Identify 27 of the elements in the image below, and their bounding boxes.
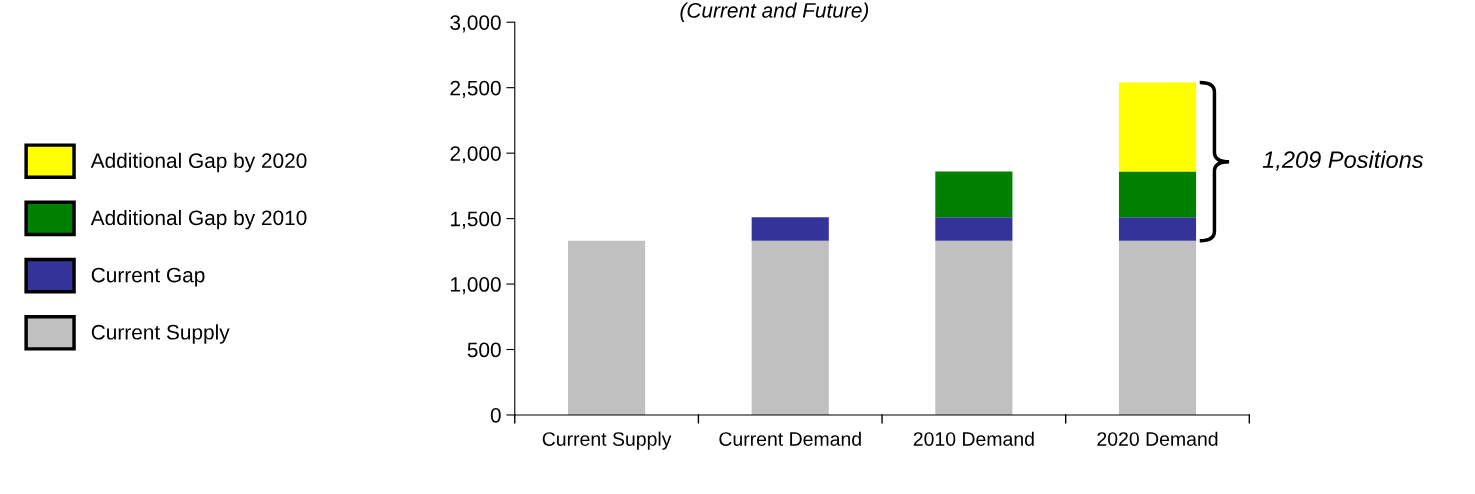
bar: [935, 171, 1013, 218]
bar: [568, 240, 646, 415]
legend-label: Additional Gap by 2020: [90, 152, 307, 173]
bar: [751, 240, 829, 415]
bar: [1118, 82, 1197, 172]
x-tick-label: 2010 Demand: [913, 431, 1034, 446]
text: 1,209 Positions: [1262, 150, 1424, 171]
x-tick-label: Current Supply: [542, 431, 672, 450]
legend-label: Current Supply: [91, 324, 230, 344]
y-tick-label: 0: [490, 407, 501, 423]
legend-label: Additional Gap by 2010: [90, 209, 307, 230]
bar: [935, 240, 1013, 415]
bar: [751, 217, 829, 241]
y-tick-label: 2,000: [450, 146, 501, 164]
bar: [1118, 217, 1197, 241]
bar: [1118, 240, 1197, 415]
y-tick-label: 1,500: [451, 211, 501, 229]
y-tick-label: 2,500: [450, 80, 501, 98]
y-tick-label: 1,000: [451, 277, 501, 295]
bar: [1118, 171, 1197, 218]
chart-subtitle: (Current and Future): [680, 2, 869, 22]
y-tick-label: 500: [467, 342, 501, 358]
bar: [935, 217, 1013, 241]
legend-label: Current Gap: [91, 267, 205, 287]
x-tick-label: 2020 Demand: [1097, 431, 1218, 446]
y-tick-label: 3,000: [450, 15, 501, 33]
x-tick-label: Current Demand: [719, 431, 861, 446]
